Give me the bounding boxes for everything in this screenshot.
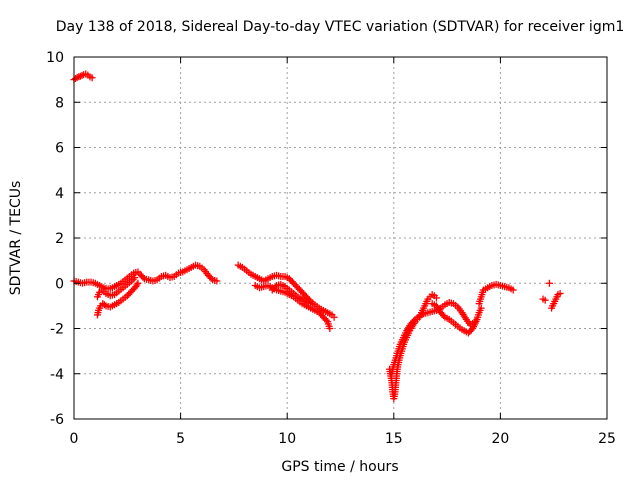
data-point (432, 294, 440, 302)
data-point (440, 312, 448, 320)
data-point (213, 277, 221, 285)
data-point (541, 296, 549, 304)
y-tick-label: -6 (50, 412, 64, 428)
x-tick-label: 10 (278, 431, 296, 447)
y-tick-label: 2 (55, 231, 64, 247)
data-point (78, 71, 86, 79)
data-point (326, 325, 334, 332)
data-point (307, 300, 315, 308)
grid-layer (74, 57, 607, 419)
y-tick-label: 8 (55, 95, 64, 111)
chart-title: Day 138 of 2018, Sidereal Day-to-day VTE… (56, 19, 625, 35)
data-point (100, 301, 108, 309)
data-layer (70, 70, 564, 403)
data-point (131, 274, 139, 282)
y-tick-label: 0 (55, 276, 64, 292)
data-point (410, 317, 418, 325)
data-point (322, 316, 330, 324)
data-point (477, 304, 485, 312)
data-point (330, 313, 338, 321)
x-tick-label: 25 (598, 431, 616, 447)
y-axis-title: SDTVAR / TECUs (8, 181, 24, 296)
x-tick-label: 20 (491, 431, 509, 447)
y-tick-label: 4 (55, 186, 64, 202)
y-tick-label: -4 (50, 367, 64, 383)
data-point (207, 274, 215, 282)
x-tick-label: 15 (385, 431, 403, 447)
data-point (556, 289, 564, 297)
data-point (139, 273, 147, 281)
tick-layer: 0 5 10 15 20 25 -6 -4 -2 0 2 4 6 8 10 (46, 50, 616, 447)
y-tick-label: 6 (55, 141, 64, 157)
data-point (509, 286, 517, 294)
y-tick-label: 10 (46, 50, 64, 66)
data-point (271, 283, 279, 291)
data-point (88, 74, 96, 82)
y-tick-label: -2 (50, 322, 64, 338)
data-point (76, 72, 84, 80)
x-axis-title: GPS time / hours (281, 459, 398, 475)
data-point (545, 279, 553, 287)
x-tick-label: 0 (70, 431, 79, 447)
data-point (134, 279, 142, 287)
x-tick-label: 5 (176, 431, 185, 447)
